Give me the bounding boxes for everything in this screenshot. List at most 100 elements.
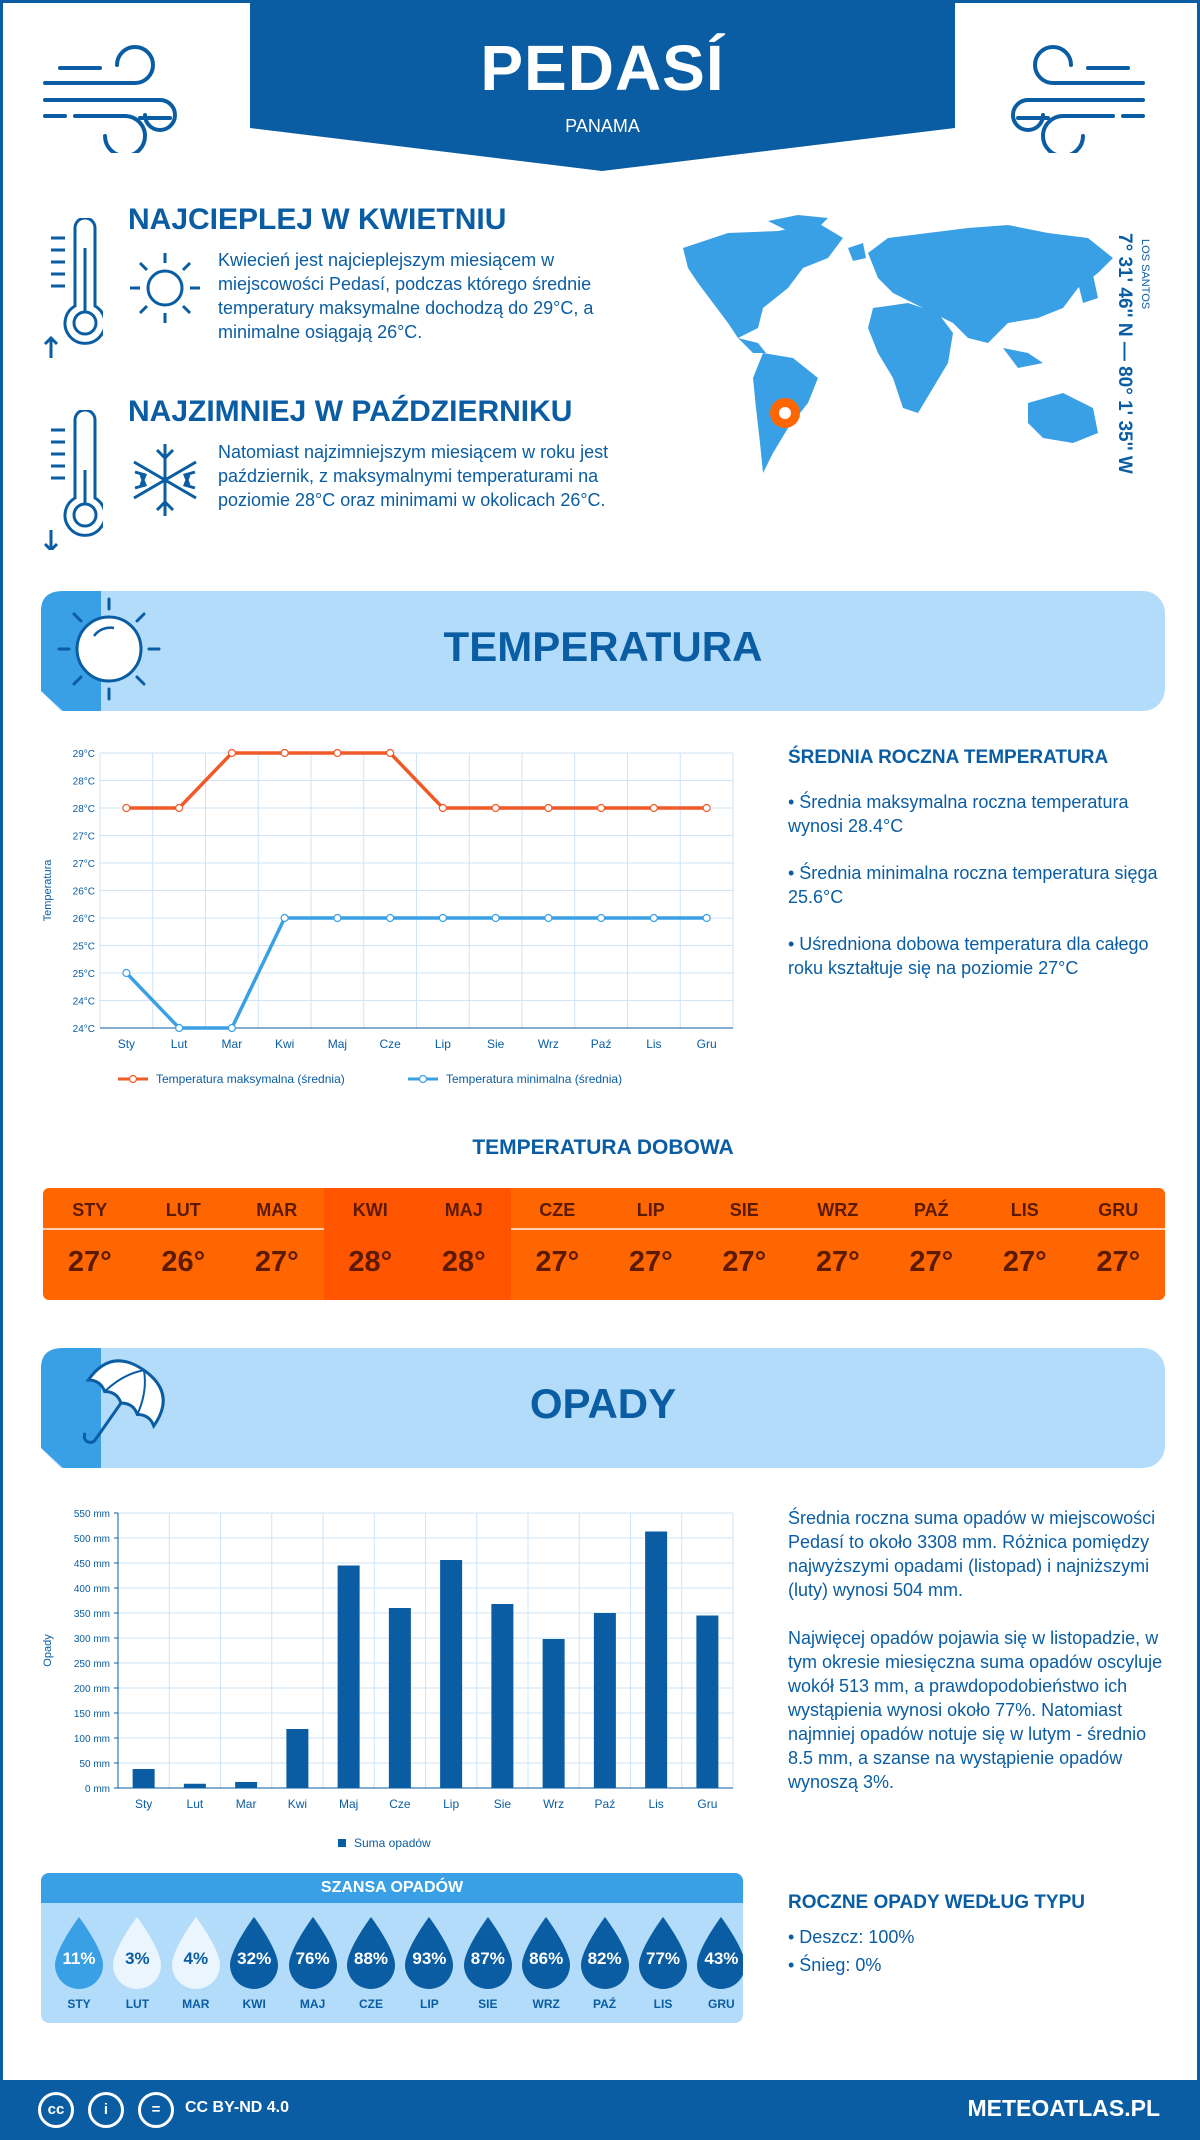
y-tick-label: 25°C [73,969,95,980]
temperature-banner: TEMPERATURA [41,591,1165,711]
y-axis-label: Temperatura [42,859,54,922]
x-tick-label: Sie [487,1037,505,1051]
x-tick-label: Sty [135,1797,152,1811]
chance-month: SIE [478,1997,498,2011]
y-tick-label: 27°C [73,832,95,843]
chance-value: 77% [645,1949,681,1968]
y-tick-label: 26°C [73,887,95,898]
sun-icon [57,597,161,701]
daily-temp: 27° [1002,1246,1047,1278]
data-point [175,803,184,813]
data-point [544,803,553,813]
daily-column: LUT 26° [137,1188,231,1300]
daily-month: SIE [729,1200,759,1220]
x-tick-label: Paź [595,1797,616,1811]
region-name: LOS SANTOS [1139,239,1151,310]
y-tick-label: 100 mm [74,1734,110,1745]
series-line [125,916,707,1030]
daily-temperature-table: STY 27° LUT 26° MAR 27° KWI 28° MAJ 28° CZE 27° LIP 2… [43,1188,1165,1300]
temperature-summary-title: ŚREDNIA ROCZNA TEMPERATURA [788,747,1109,768]
page: PEDASÍ PANAMA [0,0,1200,2080]
precipitation-type-rain: • Deszcz: 100% [788,1927,915,1947]
data-point [491,913,500,923]
x-tick-label: Cze [379,1037,401,1051]
x-tick-label: Kwi [275,1037,294,1051]
bar [440,1560,463,1788]
daily-temp: 27° [628,1246,673,1278]
chance-drop: 77% LIS [635,1915,691,2011]
daily-month: MAJ [444,1200,483,1220]
wind-icon [43,45,177,153]
y-tick-label: 200 mm [74,1684,110,1695]
x-tick-label: Sie [494,1797,512,1811]
x-tick-label: Cze [389,1797,411,1811]
chance-value: 87% [470,1949,505,1968]
chance-value: 43% [704,1949,739,1968]
daily-temp: 26° [161,1246,206,1278]
precipitation-chart: 0 mm 50 mm 100 mm 150 mm 200 mm 250 mm 300 mm 3… [42,1509,734,1850]
raindrop-icon [171,1917,220,1989]
x-tick-label: Gru [697,1797,717,1811]
x-tick-label: Mar [236,1797,257,1811]
daily-temp: 27° [535,1246,580,1278]
daily-column: STY 27° [43,1188,137,1300]
x-tick-label: Gru [697,1037,717,1051]
x-tick-label: Lip [443,1797,459,1811]
umbrella-icon [82,1359,165,1444]
legend-swatch [338,1839,346,1847]
y-tick-label: 29°C [73,749,95,760]
data-point [122,803,131,813]
legend-marker [128,1074,138,1084]
coordinates: 7° 31' 46'' N — 80° 1' 35'' W [1113,233,1135,474]
daily-temp: 28° [441,1246,486,1278]
site-link[interactable]: METEOATLAS.PL [967,2095,1160,2121]
daily-column: LIP 27° [604,1188,698,1300]
x-tick-label: Wrz [538,1037,559,1051]
divider [43,1228,1165,1230]
y-tick-label: 50 mm [79,1759,110,1770]
daily-title: TEMPERATURA DOBOWA [472,1136,734,1159]
temperature-chart: 24°C 24°C 25°C 25°C 26°C 26°C 27°C 27°C 28°C 28°C… [42,748,734,1086]
chance-drop: 4% MAR [168,1915,224,2011]
daily-month: KWI [352,1200,388,1220]
chance-month: LIS [653,1997,673,2011]
chance-drop: 87% SIE [460,1915,516,2011]
bar [696,1615,719,1788]
daily-column: LIS 27° [978,1188,1072,1300]
chance-value: 86% [529,1949,564,1968]
daily-temp: 28° [348,1246,393,1278]
data-point [122,968,131,978]
chance-drop: 88% CZE [343,1915,399,2011]
bar [132,1769,155,1788]
chance-month: LUT [125,1997,150,2011]
attribution-icon: i [88,2092,124,2128]
raindrop-icon [347,1917,395,1989]
coldest-block: NAJZIMNIEJ W PAŹDZIERNIKU Natomiast najz… [43,395,643,555]
temperature-bullet: • Średnia minimalna roczna temperatura s… [788,863,1158,907]
daily-temp: 27° [254,1246,299,1278]
daily-month: PAŹ [913,1200,949,1220]
precipitation-text-1: Średnia roczna suma opadów w miejscowośc… [788,1508,1156,1600]
raindrop-icon [580,1917,629,1989]
license-text: CC BY-ND 4.0 [185,2099,290,2116]
daily-temp: 27° [815,1246,860,1278]
chance-value: 82% [587,1949,622,1968]
raindrop-icon [463,1917,512,1989]
daily-temp: 27° [909,1246,954,1278]
y-tick-label: 300 mm [74,1634,110,1645]
precipitation-types: ROCZNE OPADY WEDŁUG TYPU • Deszcz: 100% … [788,1891,1168,1977]
bar [491,1604,514,1788]
bar [542,1639,565,1788]
daily-column: GRU 27° [1072,1188,1166,1300]
x-tick-label: Maj [328,1037,347,1051]
data-point [227,748,236,758]
daily-column: PAŹ 27° [885,1188,979,1300]
y-tick-label: 450 mm [74,1559,110,1570]
chance-drop: 93% LIP [401,1915,457,2011]
country-name: PANAMA [565,116,640,136]
bar [337,1565,360,1788]
data-point [649,803,658,813]
precipitation-title: OPADY [529,1380,677,1427]
bar [235,1782,258,1788]
x-tick-label: Lip [435,1037,451,1051]
